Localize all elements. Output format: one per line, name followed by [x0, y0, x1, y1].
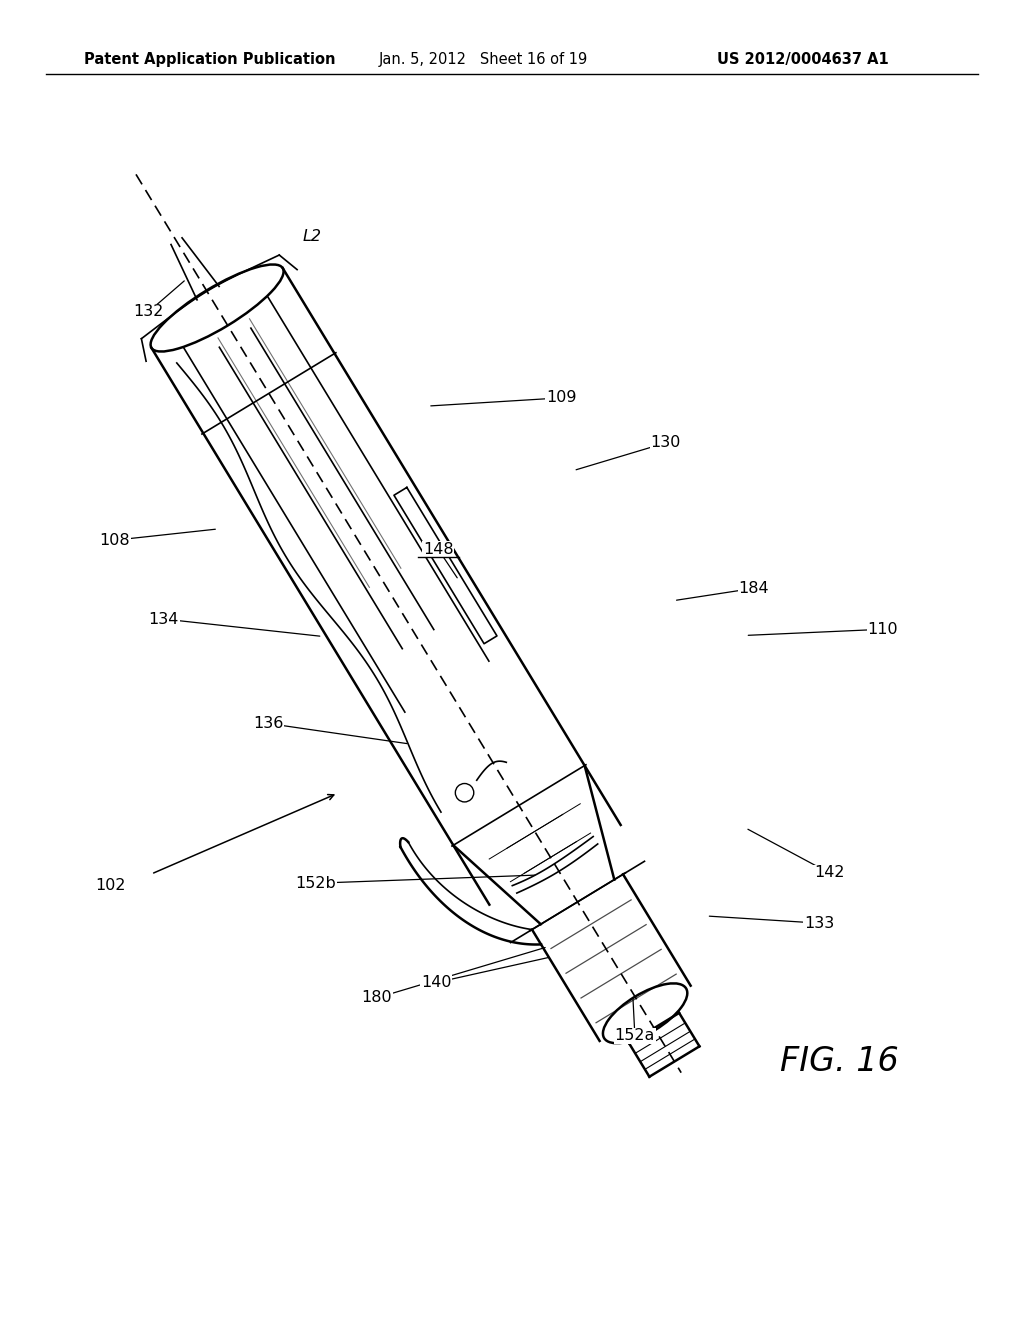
- Text: 142: 142: [814, 866, 845, 880]
- Text: 136: 136: [253, 715, 284, 731]
- Text: FIG. 16: FIG. 16: [780, 1045, 899, 1078]
- Text: 108: 108: [99, 533, 130, 548]
- Text: US 2012/0004637 A1: US 2012/0004637 A1: [717, 51, 889, 67]
- Text: 152a: 152a: [614, 1028, 655, 1043]
- Text: L2: L2: [303, 228, 322, 244]
- Text: 140: 140: [421, 975, 452, 990]
- Text: 132: 132: [133, 305, 164, 319]
- Text: Jan. 5, 2012   Sheet 16 of 19: Jan. 5, 2012 Sheet 16 of 19: [379, 51, 588, 67]
- Text: 109: 109: [546, 391, 577, 405]
- Text: 102: 102: [95, 878, 126, 892]
- Text: 130: 130: [650, 436, 681, 450]
- Text: 152b: 152b: [295, 875, 336, 891]
- Text: 110: 110: [867, 622, 898, 636]
- Text: 148: 148: [423, 543, 454, 557]
- Text: 184: 184: [738, 581, 769, 595]
- Text: 134: 134: [148, 611, 179, 627]
- Text: 180: 180: [361, 990, 392, 1006]
- Text: 133: 133: [804, 916, 835, 931]
- Text: Patent Application Publication: Patent Application Publication: [84, 51, 336, 67]
